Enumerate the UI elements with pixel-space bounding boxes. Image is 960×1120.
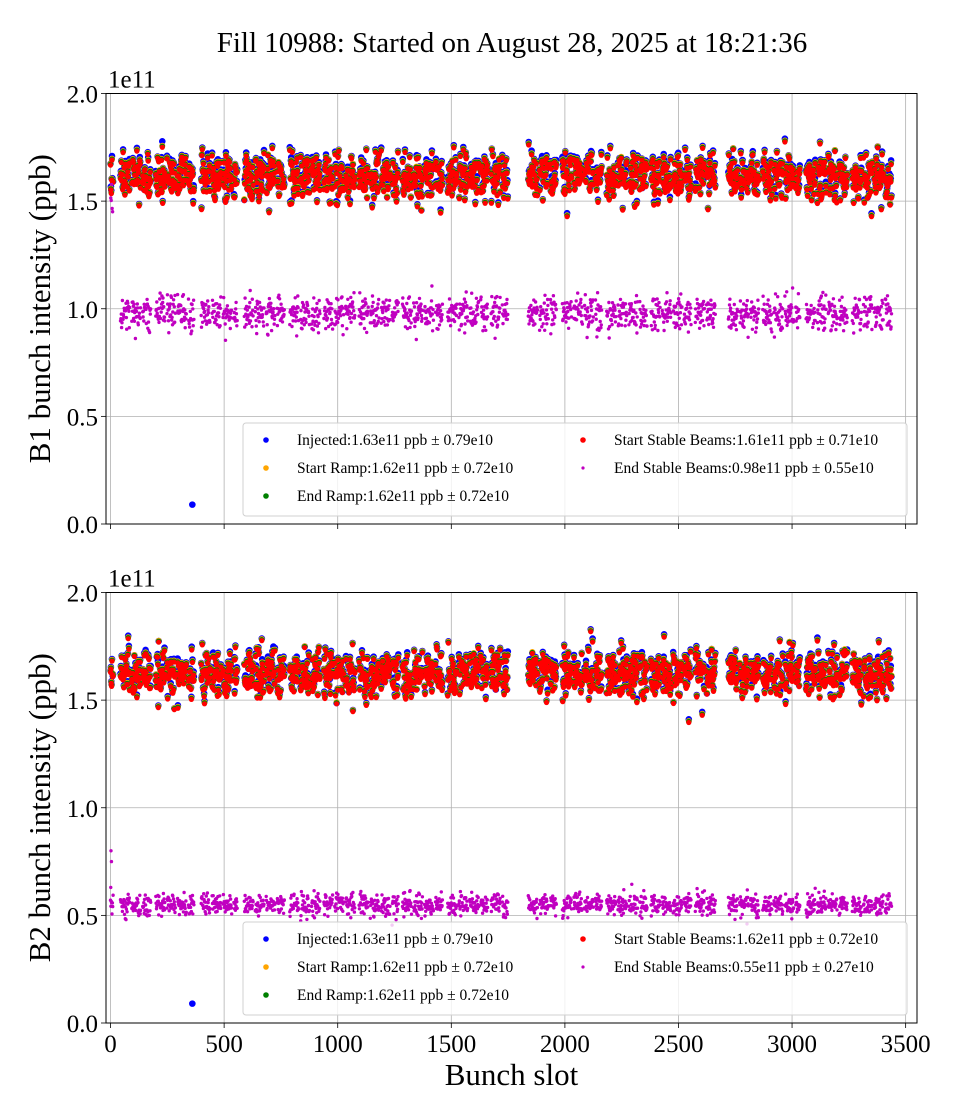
y-tick-label: 0.0 — [67, 512, 98, 539]
data-point — [125, 169, 131, 175]
data-point — [147, 191, 153, 197]
data-point — [126, 188, 132, 194]
figure-title: Fill 10988: Started on August 28, 2025 a… — [217, 27, 807, 59]
data-point — [130, 160, 136, 166]
data-point — [154, 184, 160, 190]
data-point — [137, 161, 143, 167]
data-point — [136, 203, 142, 209]
data-point — [122, 192, 128, 198]
data-point — [199, 153, 205, 159]
data-point — [147, 169, 153, 175]
data-point — [198, 207, 205, 213]
data-point — [159, 138, 166, 145]
data-point — [199, 147, 205, 153]
data-point — [183, 155, 189, 161]
data-point — [180, 183, 186, 189]
data-point — [159, 157, 165, 163]
data-point — [120, 150, 126, 156]
data-point — [107, 162, 114, 168]
data-point — [109, 157, 115, 163]
data-point — [135, 170, 141, 176]
data-point — [108, 191, 114, 197]
data-point — [148, 178, 154, 184]
data-point — [159, 144, 165, 150]
data-point — [145, 151, 151, 157]
data-point — [145, 158, 151, 164]
data-point — [162, 184, 168, 190]
data-point — [187, 183, 193, 189]
y-tick-label: 2.0 — [67, 82, 98, 109]
data-point — [190, 201, 196, 207]
data-point — [125, 174, 131, 180]
data-point — [171, 161, 177, 168]
y-tick-label: 1.5 — [67, 189, 98, 216]
data-points — [107, 135, 895, 508]
data-point — [190, 173, 196, 179]
data-point — [160, 200, 166, 206]
data-point — [142, 167, 148, 173]
data-point — [159, 190, 165, 196]
data-point — [134, 148, 140, 154]
y-tick-label: 0.5 — [67, 404, 98, 431]
data-point — [177, 186, 183, 193]
data-point — [189, 501, 196, 508]
data-point — [200, 161, 206, 167]
y-tick-label: 1.0 — [67, 297, 98, 324]
data-point — [191, 189, 197, 195]
